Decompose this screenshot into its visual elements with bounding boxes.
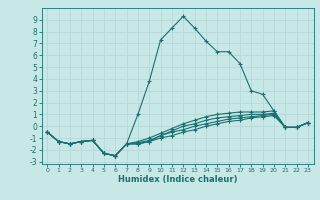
X-axis label: Humidex (Indice chaleur): Humidex (Indice chaleur): [118, 175, 237, 184]
